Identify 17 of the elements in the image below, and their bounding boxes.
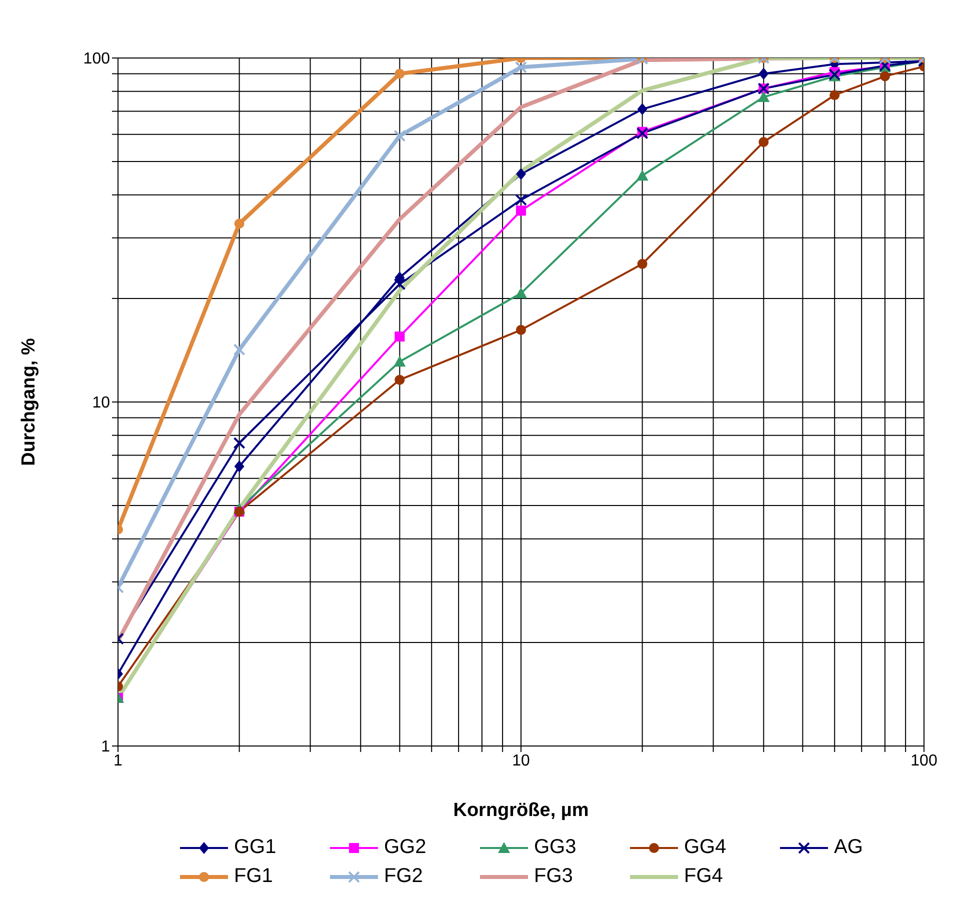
- legend-label: GG1: [234, 836, 276, 859]
- x-tick-label: 100: [910, 752, 938, 770]
- y-tick-label: 100: [83, 50, 110, 68]
- legend-label: GG3: [534, 836, 576, 859]
- legend-label: AG: [834, 836, 863, 859]
- legend-label: GG2: [384, 836, 426, 859]
- y-tick-label: 1: [101, 738, 110, 756]
- legend-label: FG1: [234, 865, 273, 888]
- y-axis-title: Durchgang, %: [18, 338, 40, 466]
- legend-label: GG4: [684, 836, 726, 859]
- y-tick-label: 10: [92, 394, 110, 412]
- legend-label: FG4: [684, 865, 723, 888]
- x-tick-label: 1: [114, 752, 123, 770]
- legend-label: FG3: [534, 865, 573, 888]
- x-tick-label: 10: [512, 752, 530, 770]
- legend-label: FG2: [384, 865, 423, 888]
- x-axis-title: Korngröße, µm: [453, 800, 589, 821]
